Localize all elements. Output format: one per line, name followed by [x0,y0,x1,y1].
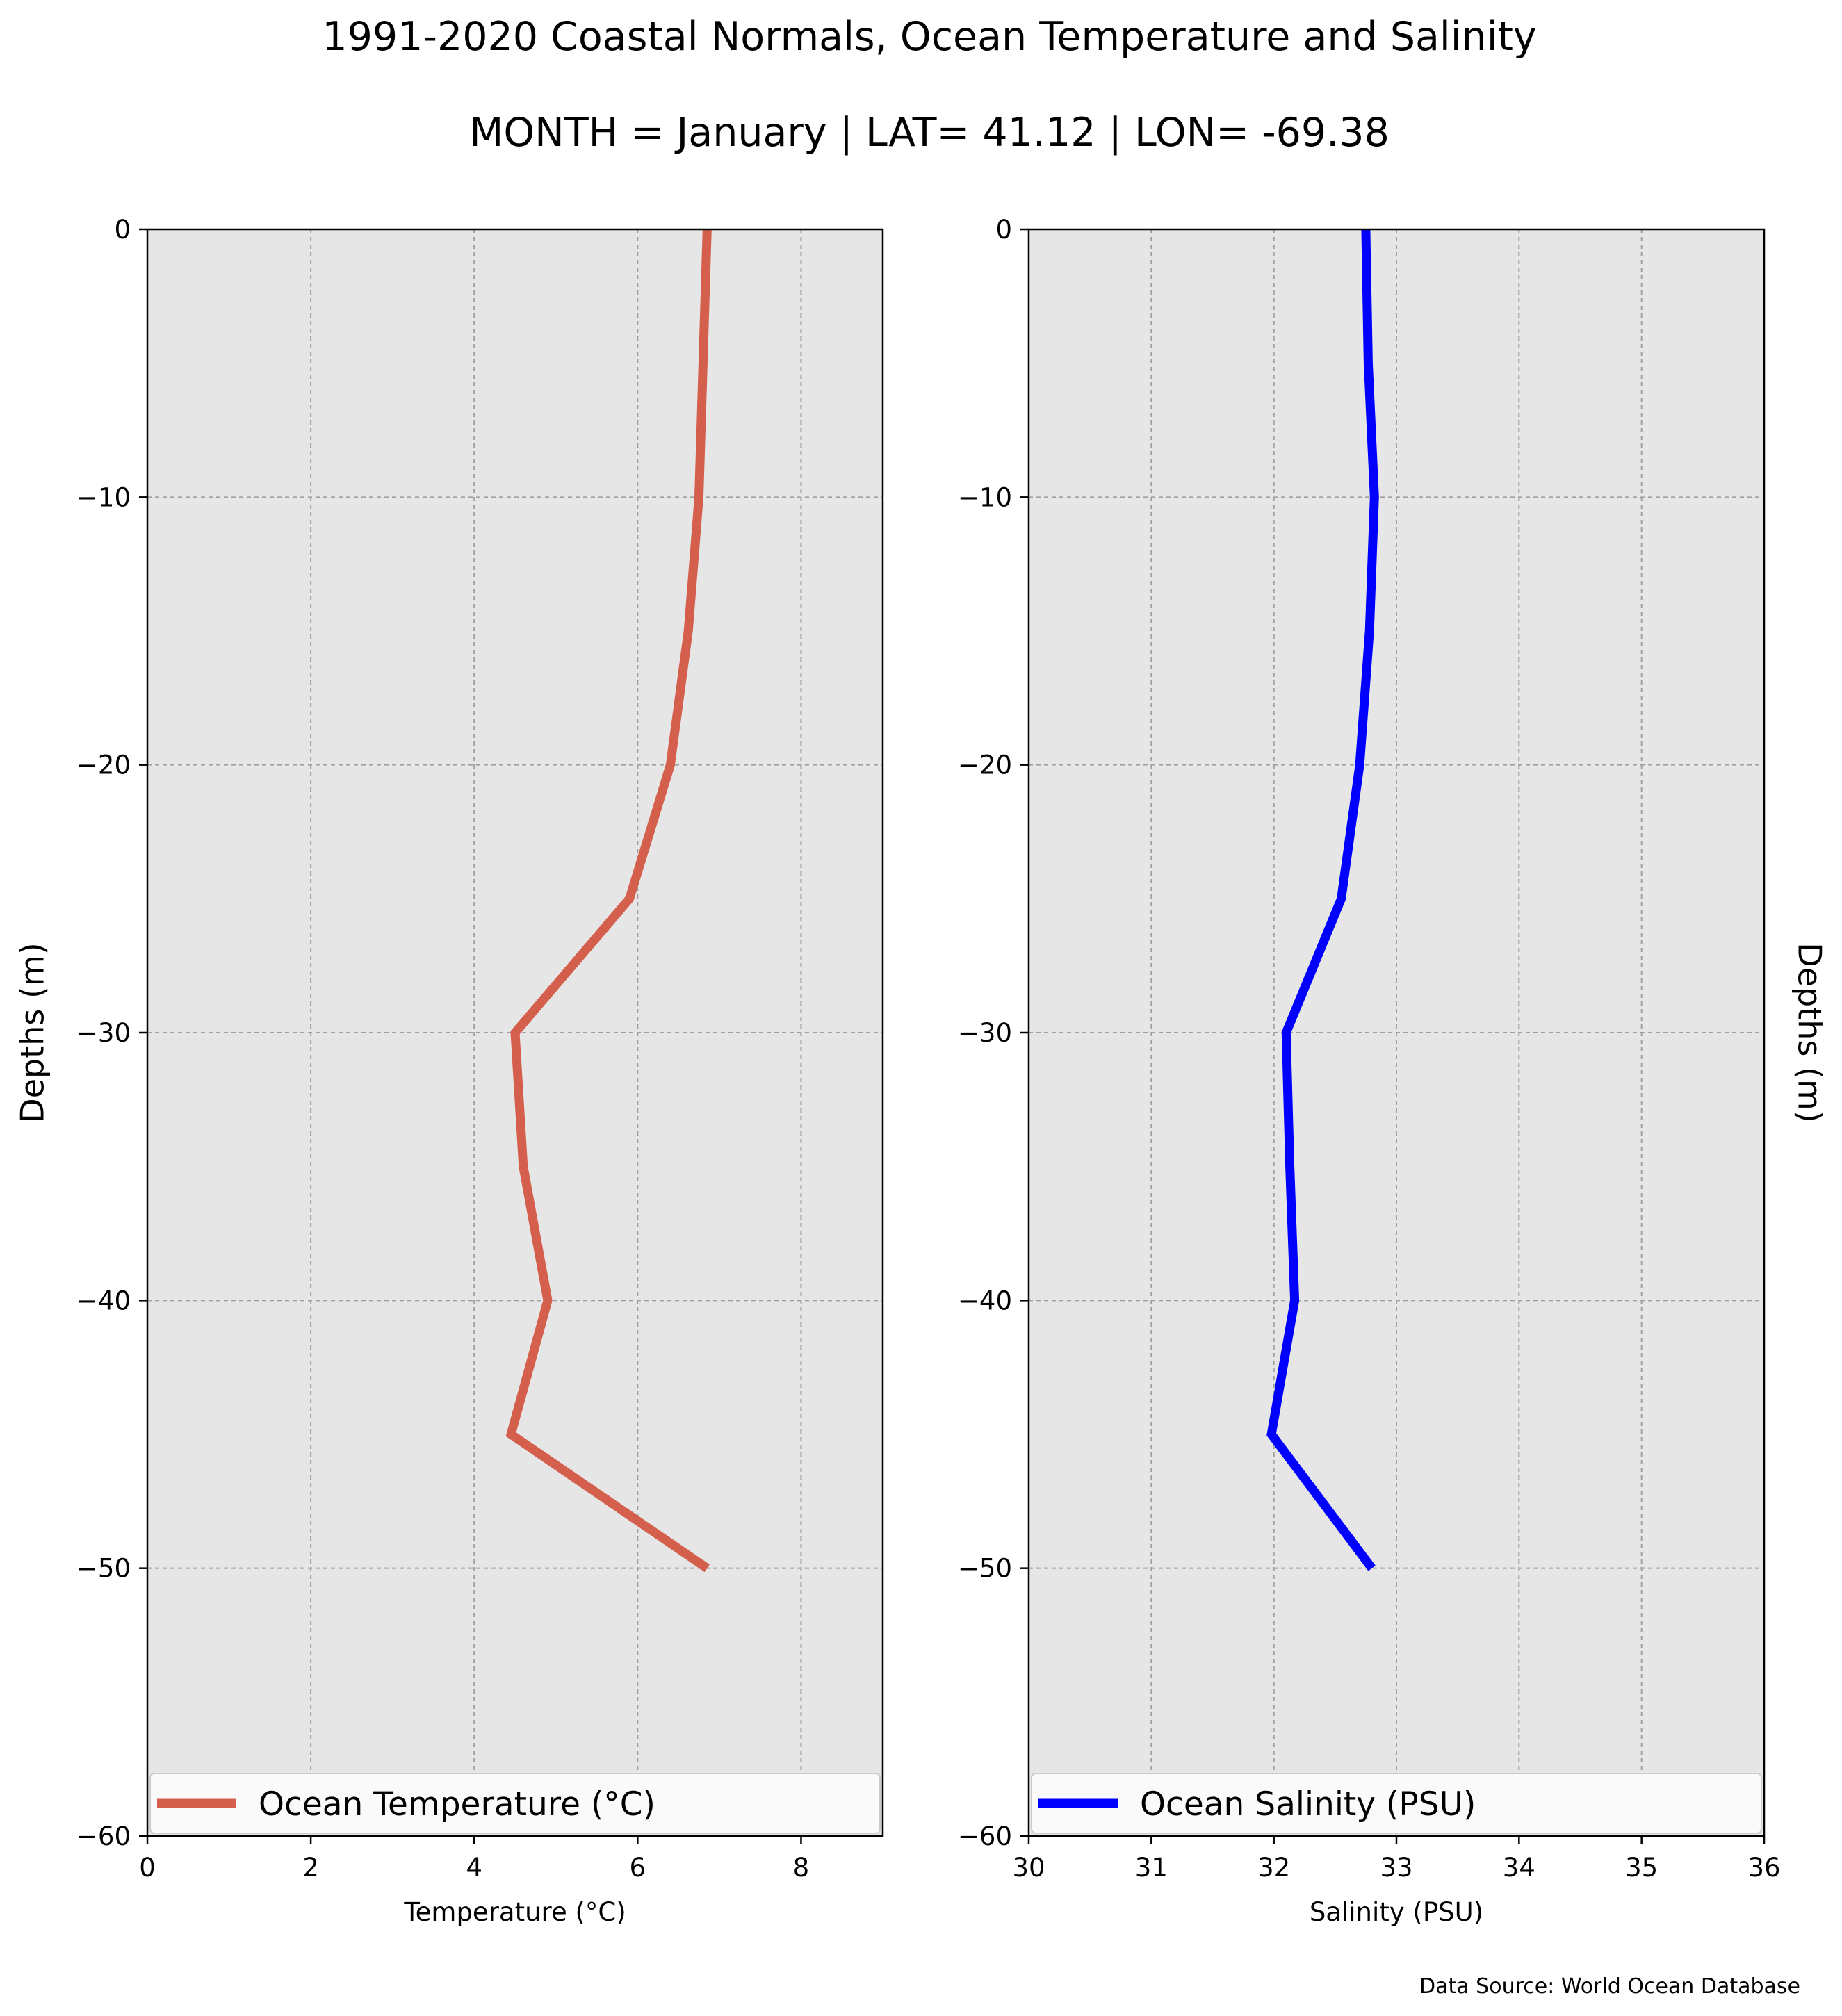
y-tick-label: −10 [76,482,131,512]
y-tick-label: −40 [76,1286,131,1316]
y-axis-label: Depths (m) [1791,942,1829,1122]
legend-label: Ocean Temperature (°C) [259,1785,655,1824]
x-tick-label: 31 [1135,1853,1168,1883]
x-tick-label: 34 [1503,1853,1535,1883]
y-tick-label: −20 [76,751,131,780]
chart-title: 1991-2020 Coastal Normals, Ocean Tempera… [322,14,1536,60]
y-tick-label: −60 [76,1821,131,1851]
temperature-panel: Ocean Temperature (°C) 0 2 4 6 8 0 −10 −20 −30 −40… [14,215,884,1927]
y-tick-label: −50 [958,1554,1012,1584]
y-tick-label: 0 [114,215,131,245]
data-source-note: Data Source: World Ocean Database [1419,1974,1800,1999]
y-tick-label: −40 [958,1286,1012,1316]
x-tick-label: 6 [630,1853,646,1883]
x-tick-label: 30 [1012,1853,1045,1883]
x-axis-label: Salinity (PSU) [1310,1897,1483,1927]
x-tick-label: 0 [139,1853,156,1883]
y-tick-label: 0 [995,215,1012,245]
legend-box [149,1773,881,1834]
y-tick-label: −20 [958,751,1012,780]
x-tick-label: 2 [302,1853,319,1883]
series-line [1266,229,1379,1571]
x-tick-label: 8 [793,1853,810,1883]
y-tick-label: −10 [958,482,1012,512]
y-tick-label: −60 [958,1821,1012,1851]
chart-subtitle: MONTH = January | LAT= 41.12 | LON= -69.… [469,110,1389,156]
x-axis-label: Temperature (°C) [403,1897,626,1927]
legend-label: Ocean Salinity (PSU) [1140,1785,1476,1824]
y-axis-label: Depths (m) [14,942,51,1122]
salinity-panel: Ocean Salinity (PSU) 30 31 32 33 34 35 36 0 −10 −2… [958,215,1829,1927]
y-tick-label: −30 [958,1018,1012,1048]
x-tick-label: 33 [1380,1853,1412,1883]
y-tick-label: −30 [76,1018,131,1048]
series-line [505,229,712,1573]
y-tick-label: −50 [76,1554,131,1584]
x-tick-label: 4 [466,1853,482,1883]
x-tick-label: 32 [1257,1853,1290,1883]
legend-box [1031,1773,1762,1834]
x-tick-label: 36 [1747,1853,1780,1883]
x-tick-label: 35 [1625,1853,1658,1883]
